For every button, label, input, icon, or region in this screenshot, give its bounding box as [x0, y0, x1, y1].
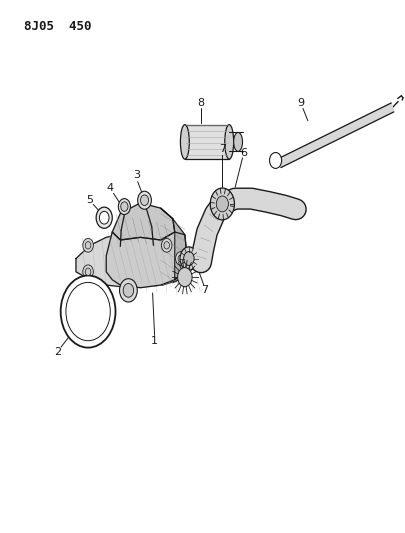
Text: 6: 6	[239, 148, 246, 158]
Ellipse shape	[224, 125, 233, 159]
Circle shape	[83, 265, 93, 279]
Circle shape	[137, 191, 151, 209]
Text: 8: 8	[197, 98, 204, 108]
Polygon shape	[278, 103, 393, 167]
Ellipse shape	[233, 132, 242, 151]
Circle shape	[123, 284, 133, 297]
Circle shape	[83, 238, 93, 252]
FancyBboxPatch shape	[184, 125, 229, 159]
Circle shape	[60, 276, 115, 348]
Circle shape	[85, 268, 91, 276]
Circle shape	[216, 196, 228, 212]
Circle shape	[140, 195, 148, 206]
Text: 7: 7	[218, 144, 225, 154]
Polygon shape	[112, 203, 174, 240]
Circle shape	[66, 282, 110, 341]
Circle shape	[175, 252, 185, 265]
Polygon shape	[76, 232, 184, 288]
Polygon shape	[160, 208, 186, 280]
Circle shape	[161, 238, 172, 252]
Text: 4: 4	[107, 183, 113, 193]
Circle shape	[99, 212, 109, 224]
Circle shape	[164, 241, 169, 249]
Text: 9: 9	[296, 98, 303, 108]
Text: 3: 3	[133, 171, 140, 180]
Circle shape	[96, 207, 112, 228]
Circle shape	[120, 202, 128, 212]
Circle shape	[118, 199, 130, 215]
Text: 1: 1	[151, 336, 158, 346]
Circle shape	[210, 188, 234, 220]
Circle shape	[183, 252, 194, 265]
Circle shape	[177, 268, 192, 287]
Circle shape	[269, 152, 281, 168]
Circle shape	[119, 279, 137, 302]
Circle shape	[177, 255, 183, 262]
Text: 7: 7	[201, 285, 208, 295]
Text: 8J05  450: 8J05 450	[23, 20, 91, 33]
Circle shape	[179, 247, 197, 270]
Text: 2: 2	[54, 348, 61, 358]
Polygon shape	[106, 232, 186, 288]
Circle shape	[85, 241, 91, 249]
Ellipse shape	[180, 125, 189, 159]
Text: 5: 5	[86, 195, 94, 205]
